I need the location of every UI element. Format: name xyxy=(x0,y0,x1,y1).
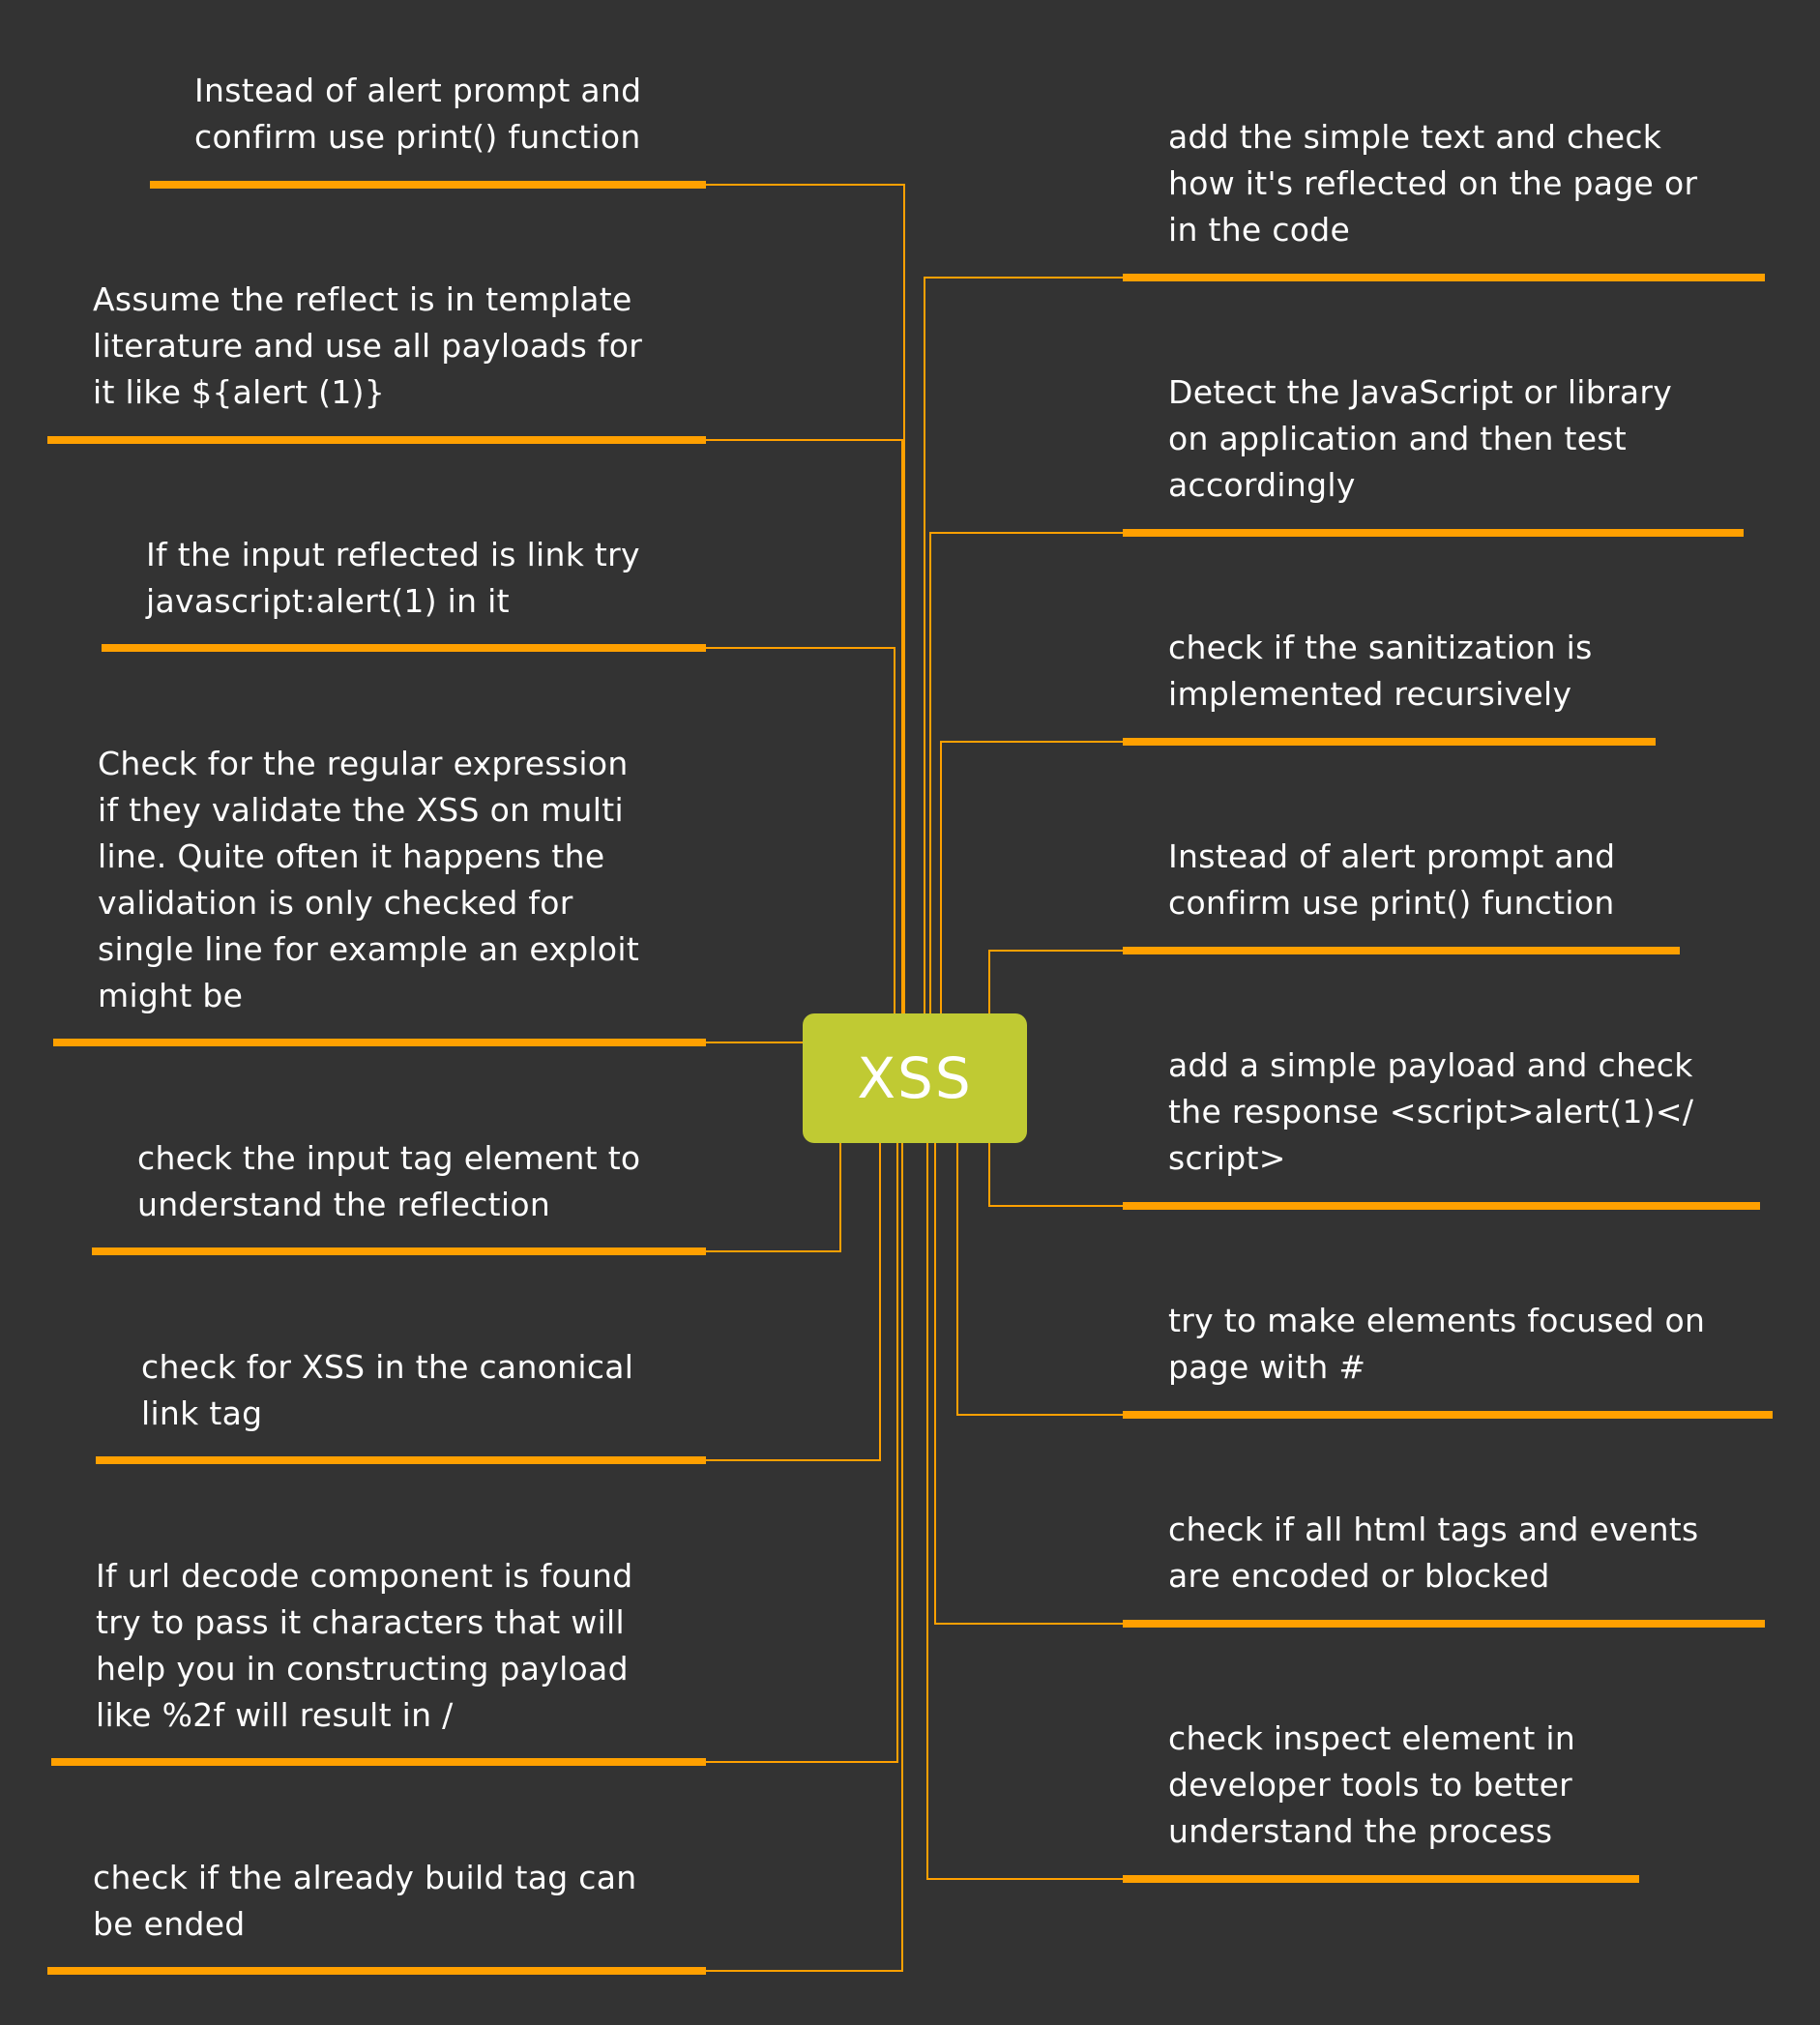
right-branch-text-2[interactable]: Detect the JavaScript or library on appl… xyxy=(1168,373,1673,504)
right-branch-connector-1 xyxy=(924,277,1123,1014)
left-branch-connector-5 xyxy=(706,1143,841,1252)
right-branch-connector-6 xyxy=(956,1143,1123,1416)
right-branch-text-4[interactable]: Instead of alert prompt and confirm use … xyxy=(1168,837,1616,922)
left-branch-text-2[interactable]: Assume the reflect is in template litera… xyxy=(93,280,643,411)
right-branch-connector-3 xyxy=(940,741,1123,1014)
right-branch-connector-4 xyxy=(988,950,1123,1014)
right-branch-text-5[interactable]: add a simple payload and check the respo… xyxy=(1168,1046,1694,1177)
left-branch-text-4[interactable]: Check for the regular expression if they… xyxy=(98,745,640,1014)
left-branch-text-1[interactable]: Instead of alert prompt and confirm use … xyxy=(194,72,642,156)
left-branch-connector-6 xyxy=(706,1143,881,1461)
right-branch-connector-5 xyxy=(988,1143,1123,1207)
left-branch-connector-3 xyxy=(706,647,895,1014)
left-branch-text-3[interactable]: If the input reflected is link try javas… xyxy=(146,536,640,620)
root-node[interactable]: XSS xyxy=(803,1013,1027,1143)
left-branch-text-7[interactable]: If url decode component is found try to … xyxy=(96,1557,633,1734)
left-branch-text-8[interactable]: check if the already build tag can be en… xyxy=(93,1859,637,1943)
right-branch-text-6[interactable]: try to make elements focused on page wit… xyxy=(1168,1302,1706,1386)
right-branch-text-8[interactable]: check inspect element in developer tools… xyxy=(1168,1719,1576,1850)
right-branch-text-1[interactable]: add the simple text and check how it's r… xyxy=(1168,118,1698,249)
left-branch-connector-2 xyxy=(706,439,903,1014)
left-branch-connector-1 xyxy=(706,184,905,1014)
left-branch-connector-7 xyxy=(706,1143,898,1763)
right-branch-text-7[interactable]: check if all html tags and events are en… xyxy=(1168,1511,1699,1595)
left-branch-text-6[interactable]: check for XSS in the canonical link tag xyxy=(141,1348,634,1432)
left-branch-connector-8 xyxy=(706,1143,903,1972)
root-label: XSS xyxy=(857,1045,973,1111)
right-branch-text-3[interactable]: check if the sanitization is implemented… xyxy=(1168,629,1593,713)
left-branch-text-5[interactable]: check the input tag element to understan… xyxy=(137,1139,641,1223)
right-branch-connector-7 xyxy=(934,1143,1123,1625)
right-branch-connector-2 xyxy=(929,532,1123,1014)
right-branch-connector-8 xyxy=(926,1143,1123,1880)
